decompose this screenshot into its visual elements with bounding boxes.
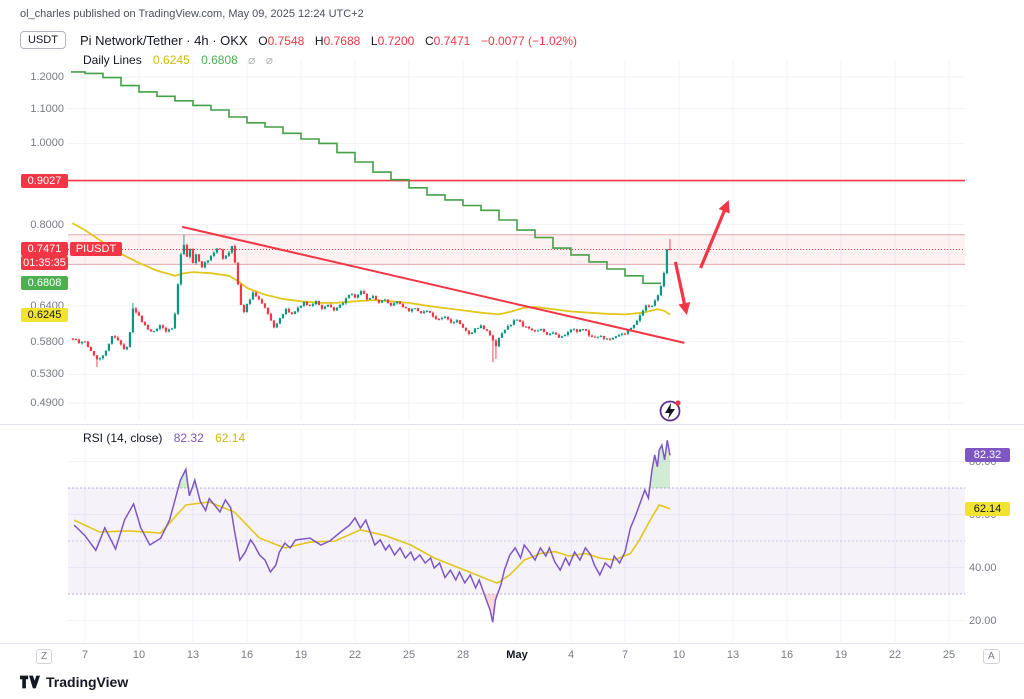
visibility-toggle-icon[interactable]: ⌀: [265, 53, 273, 67]
daily-line-yellow-badge: 0.6245: [21, 307, 68, 322]
ohlc-open-label: O: [258, 34, 268, 48]
rsi-axis-label: 40.00: [969, 561, 997, 574]
time-axis-tick: 13: [186, 649, 200, 661]
rsi-value-purple: 82.32: [173, 431, 204, 445]
footer: TradingView: [20, 674, 128, 690]
symbol-badge: PIUSDT: [70, 242, 122, 257]
rsi-params: (14, close): [106, 431, 163, 445]
time-axis-tick: 19: [294, 649, 308, 661]
ohlc-open-value: 0.7548: [267, 34, 305, 48]
time-axis-tick: 22: [348, 649, 362, 661]
price-axis-label: 1.0000: [30, 137, 64, 150]
time-axis-tick: 22: [888, 649, 902, 661]
drawn-arrow: [673, 261, 691, 316]
descending-trendline: [181, 225, 685, 344]
time-axis-tick: 10: [132, 649, 146, 661]
time-axis-tick: 10: [672, 649, 686, 661]
rsi-value-badge: 82.32: [965, 448, 1010, 463]
countdown-badge: 01:35:35: [21, 256, 68, 271]
indicator-name[interactable]: Daily Lines: [83, 53, 142, 67]
rsi-legend: RSI (14, close) 82.32 62.14: [83, 431, 245, 445]
symbol-legend: Pi Network/Tether · 4h · OKX O0.7548 H0.…: [80, 33, 577, 48]
indicator-legend: Daily Lines 0.6245 0.6808 ⌀ ⌀: [83, 53, 273, 67]
boost-icon: [659, 400, 681, 422]
brand-text[interactable]: TradingView: [46, 674, 129, 690]
indicator-value-yellow: 0.6245: [153, 53, 190, 67]
last-price-badge: 0.7471: [21, 242, 68, 257]
ohlc-close-label: C: [424, 34, 434, 48]
time-axis-tick: May: [506, 649, 528, 661]
time-axis-tick: 13: [726, 649, 740, 661]
rsi-line: [73, 440, 671, 623]
indicator-value-green: 0.6808: [201, 53, 238, 67]
price-axis-label: 0.5300: [30, 368, 64, 381]
time-axis-tick: 7: [621, 649, 629, 661]
time-axis-tick: 16: [780, 649, 794, 661]
time-axis-tick: 7: [81, 649, 89, 661]
daily-green-line: [71, 71, 661, 285]
time-axis-tick: 4: [567, 649, 575, 661]
symbol-title[interactable]: Pi Network/Tether · 4h · OKX: [80, 33, 248, 48]
visibility-toggle-icon[interactable]: ⌀: [248, 53, 256, 67]
price-axis-label: 0.8000: [30, 218, 64, 231]
ohlc-low-label: L: [370, 34, 378, 48]
drawn-arrow: [699, 200, 730, 269]
daily-yellow-line: [71, 222, 671, 316]
time-axis-tick: 19: [834, 649, 848, 661]
price-axis-unit-button[interactable]: USDT: [20, 31, 66, 49]
rsi-value-yellow: 62.14: [215, 431, 246, 445]
ohlc-close-value: 0.7471: [433, 34, 471, 48]
ohlc-high-value: 0.7688: [323, 34, 361, 48]
time-axis-tick: 25: [402, 649, 416, 661]
rsi-value-badge: 62.14: [965, 501, 1010, 516]
price-axis-label: 0.4900: [30, 396, 64, 409]
rsi-name[interactable]: RSI: [83, 431, 104, 445]
ohlc-low-value: 0.7200: [377, 34, 415, 48]
time-axis-tick: 28: [456, 649, 470, 661]
change-value: −0.0077 (−1.02%): [480, 34, 578, 48]
price-axis-label: 0.5800: [30, 335, 64, 348]
price-axis-label: 1.2000: [30, 71, 64, 83]
time-axis-tick: 16: [240, 649, 254, 661]
publish-note: ol_charles published on TradingView.com,…: [20, 8, 364, 20]
ohlc-high-label: H: [314, 34, 324, 48]
rsi-ma-line: [73, 501, 671, 584]
candles: [71, 234, 672, 367]
rsi-axis-label: 20.00: [969, 614, 997, 627]
axis-button-z[interactable]: Z: [36, 649, 53, 664]
price-level-badge: 0.9027: [21, 173, 68, 188]
price-axis-label: 1.1000: [30, 102, 64, 115]
daily-line-green-badge: 0.6808: [21, 276, 68, 291]
gridlines: [68, 60, 965, 642]
tradingview-logo-icon[interactable]: [20, 675, 40, 689]
time-axis-tick: 25: [942, 649, 956, 661]
axis-button-a[interactable]: A: [983, 649, 1000, 664]
